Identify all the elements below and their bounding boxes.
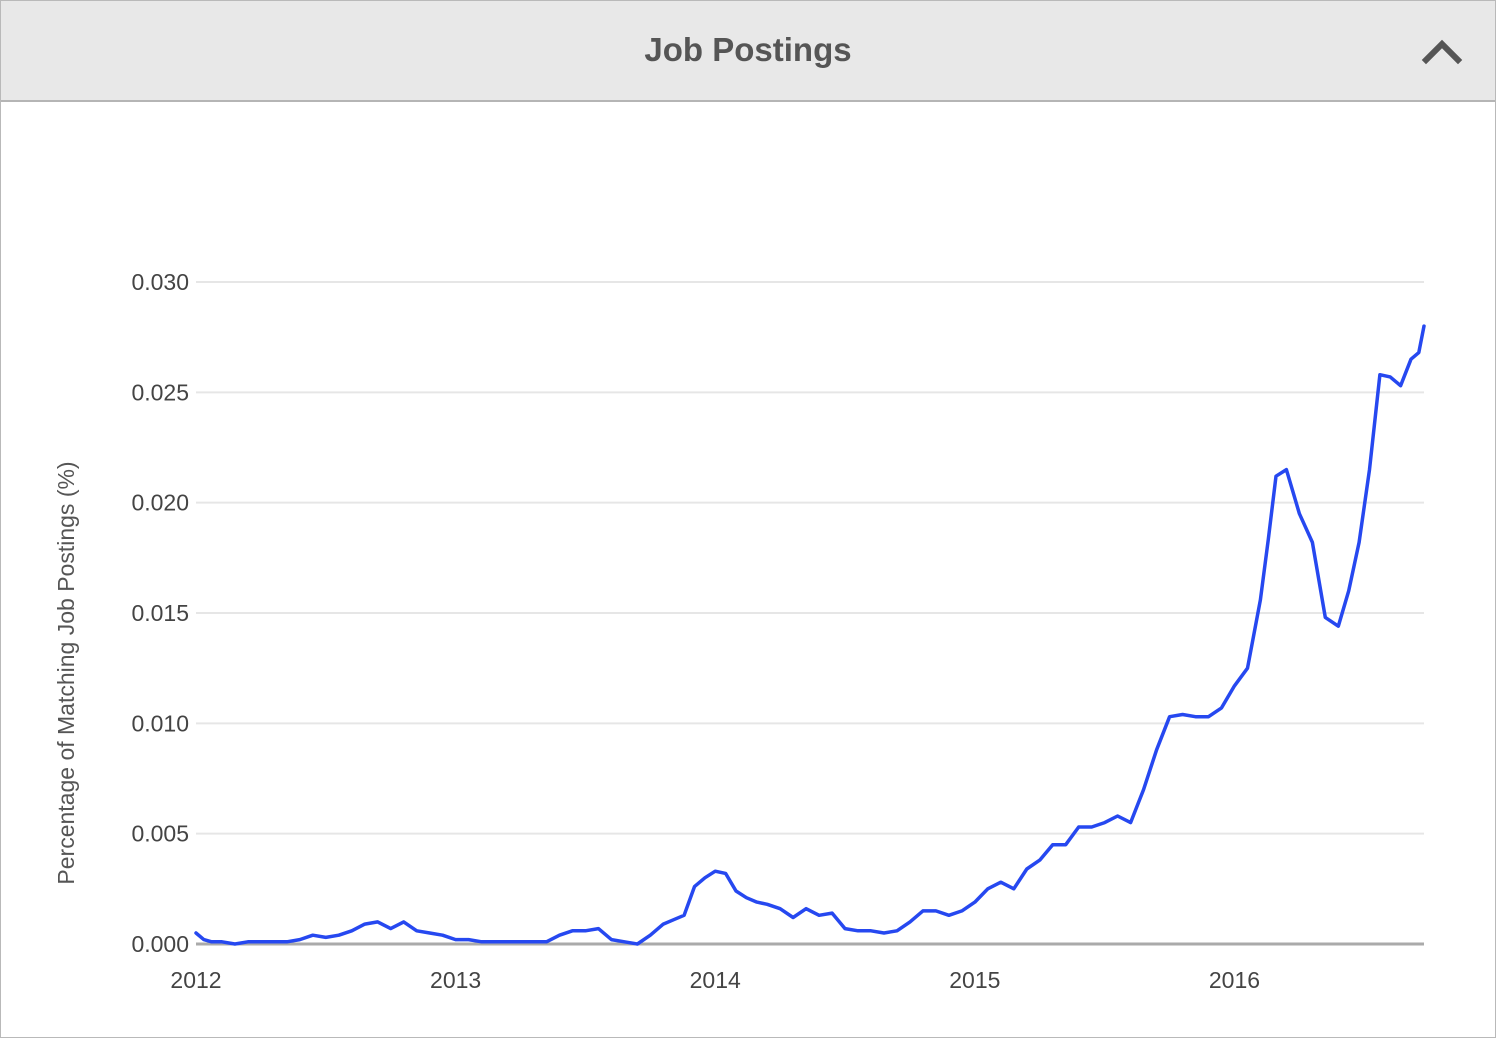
y-tick-labels: 0.000 0.005 0.010 0.015 0.020 0.025 0.030 xyxy=(131,269,189,957)
job-postings-chart: 0.000 0.005 0.010 0.015 0.020 0.025 0.030 2012… xyxy=(53,269,1426,993)
y-tick-label: 0.000 xyxy=(131,931,189,957)
y-tick-label: 0.020 xyxy=(131,490,189,516)
series-line xyxy=(194,324,1426,946)
x-tick-label: 2013 xyxy=(430,967,481,993)
y-tick-label: 0.005 xyxy=(131,821,189,847)
panel-title: Job Postings xyxy=(644,31,852,68)
chevron-up-icon xyxy=(1421,39,1463,65)
gridlines xyxy=(196,281,1424,946)
y-tick-label: 0.025 xyxy=(131,379,189,405)
series-layer xyxy=(194,324,1426,946)
y-axis-label: Percentage of Matching Job Postings (%) xyxy=(53,461,79,884)
panel-header[interactable]: Job Postings xyxy=(1,1,1495,102)
collapse-button[interactable] xyxy=(1417,31,1467,73)
y-tick-label: 0.030 xyxy=(131,269,189,295)
y-tick-label: 0.010 xyxy=(131,710,189,736)
y-tick-label: 0.015 xyxy=(131,600,189,626)
x-tick-label: 2015 xyxy=(949,967,1000,993)
x-tick-labels: 2012 2013 2014 2015 2016 xyxy=(170,967,1260,993)
x-tick-label: 2016 xyxy=(1209,967,1260,993)
x-tick-label: 2014 xyxy=(690,967,741,993)
x-tick-label: 2012 xyxy=(170,967,221,993)
